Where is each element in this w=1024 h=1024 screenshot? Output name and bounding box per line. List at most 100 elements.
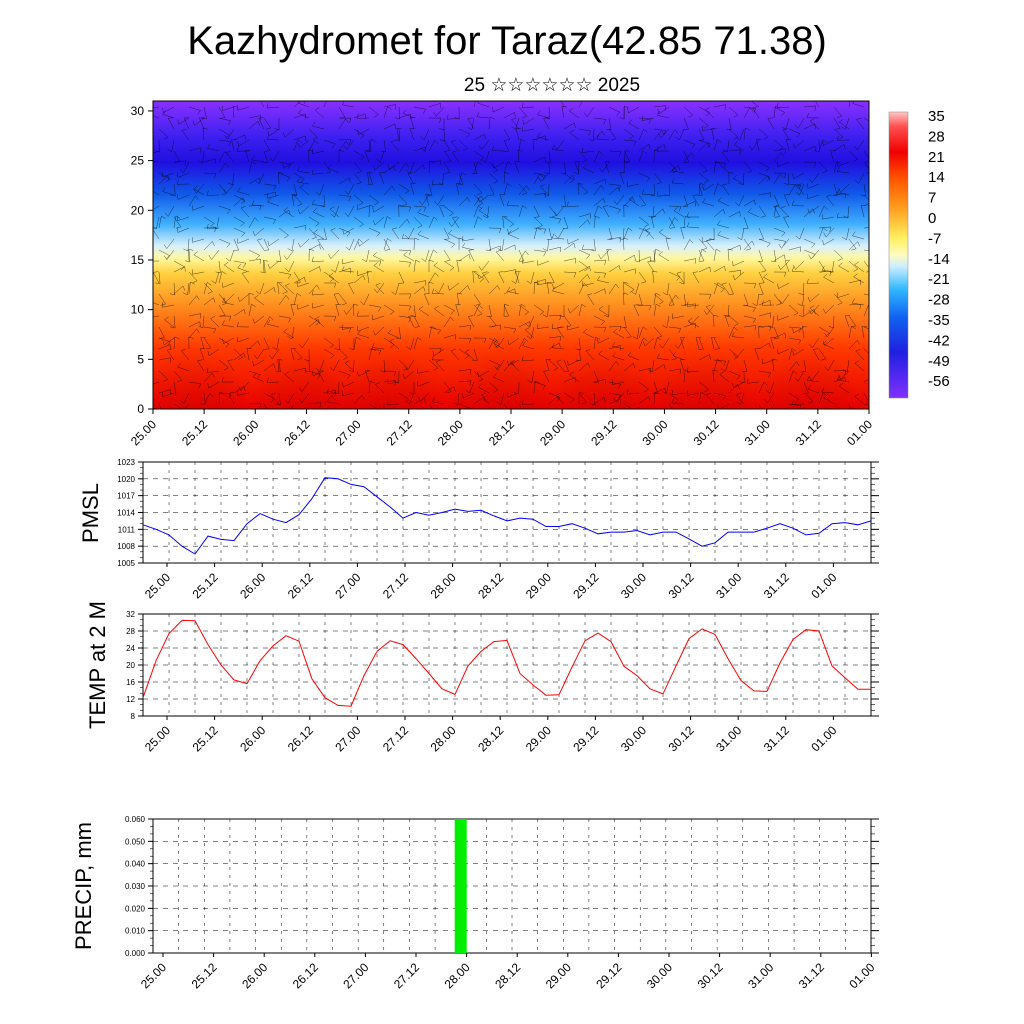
wind-barb <box>668 161 678 174</box>
wind-barb <box>836 188 850 196</box>
wind-barb <box>431 179 445 186</box>
wind-barb <box>713 359 722 372</box>
wind-barb <box>362 249 370 263</box>
wind-barb <box>836 166 850 174</box>
wind-barb <box>181 348 190 361</box>
wind-barb <box>203 282 213 294</box>
wind-barb <box>863 379 869 383</box>
wind-barb <box>551 233 565 240</box>
wind-barb <box>524 327 535 339</box>
wind-barb <box>166 348 175 361</box>
wind-barb <box>293 348 303 361</box>
wind-barb <box>356 311 370 317</box>
wind-barb <box>188 321 201 328</box>
wind-barb <box>461 242 475 251</box>
wind-barb <box>240 205 250 218</box>
wind-barb <box>308 149 314 163</box>
wind-barb <box>806 278 820 284</box>
wind-barb <box>713 160 721 174</box>
wind-barb <box>493 339 505 350</box>
wind-barb <box>807 293 820 303</box>
wind-barb <box>686 212 699 218</box>
wind-barb <box>311 256 325 262</box>
wind-barb <box>518 183 528 196</box>
x-tick-label: 25.12 <box>179 417 210 448</box>
wind-barb <box>841 117 850 130</box>
wind-barb <box>724 315 731 328</box>
wind-barb <box>314 316 325 328</box>
wind-barb <box>179 392 190 405</box>
wind-barb <box>563 172 575 184</box>
wind-barb <box>585 348 595 361</box>
wind-barb <box>218 128 230 139</box>
wind-barb <box>297 139 310 148</box>
wind-barb <box>668 392 679 404</box>
wind-barb <box>278 315 292 323</box>
wind-barb <box>161 302 175 308</box>
wind-barb <box>383 185 395 196</box>
wind-barb <box>356 113 370 119</box>
wind-barb <box>544 161 550 175</box>
wind-barb <box>203 337 212 350</box>
wind-barb <box>158 175 171 185</box>
wind-barb <box>290 403 295 409</box>
wind-barb <box>687 390 700 396</box>
wind-barb <box>638 326 648 339</box>
wind-barb <box>717 403 730 409</box>
wind-barb <box>719 162 730 174</box>
wind-barb <box>698 182 705 196</box>
wind-barb <box>368 348 382 355</box>
wind-barb <box>671 313 685 319</box>
wind-barb <box>653 208 666 218</box>
wind-barb <box>476 112 490 119</box>
wind-barb <box>413 205 427 212</box>
wind-barb <box>293 276 306 284</box>
wind-barb <box>703 304 715 315</box>
wind-barb <box>683 215 690 229</box>
x-tick-label: 31.12 <box>761 570 792 601</box>
wind-barb <box>291 193 298 207</box>
cross-section-panel: 0 5 10 15 20 25 30 25.00 25.12 26.00 26.12 27.00 27… <box>128 100 875 448</box>
wind-barb <box>553 139 565 151</box>
wind-barb <box>533 304 545 315</box>
wind-barb <box>848 260 859 272</box>
wind-barb <box>634 249 640 263</box>
wind-barb <box>758 260 767 273</box>
wind-barb <box>232 105 239 119</box>
wind-barb <box>788 246 801 252</box>
wind-barb <box>758 205 767 218</box>
wind-barb <box>507 392 520 398</box>
wind-barb <box>218 117 232 126</box>
wind-barb <box>464 349 475 361</box>
wind-barb <box>514 161 520 174</box>
wind-barb <box>779 293 790 305</box>
wind-barb <box>167 117 175 130</box>
wind-barb <box>323 101 327 108</box>
wind-barb <box>452 216 460 229</box>
wind-barb <box>623 197 636 207</box>
wind-barb <box>391 282 400 295</box>
wind-barb <box>783 172 790 186</box>
wind-barb <box>317 370 325 383</box>
wind-barb <box>491 145 505 152</box>
wind-barb <box>458 369 472 375</box>
y-tick-label: 16 <box>126 678 135 687</box>
wind-barb <box>333 293 340 306</box>
wind-barb <box>408 315 415 328</box>
wind-barb <box>728 370 741 380</box>
wind-barb <box>627 351 640 361</box>
wind-barb <box>198 117 205 130</box>
wind-barb <box>728 244 741 251</box>
x-tick-label: 31.00 <box>742 417 773 448</box>
wind-barb <box>200 337 206 350</box>
wind-barb <box>548 336 562 342</box>
wind-barb <box>252 227 265 237</box>
wind-barb <box>842 359 850 373</box>
wind-barb <box>311 199 325 207</box>
wind-barb <box>518 303 526 317</box>
wind-barb <box>488 337 500 348</box>
wind-barb <box>308 244 321 251</box>
wind-barb <box>398 249 412 256</box>
y-tick-label: 0.020 <box>125 904 146 913</box>
wind-barb <box>431 397 445 405</box>
